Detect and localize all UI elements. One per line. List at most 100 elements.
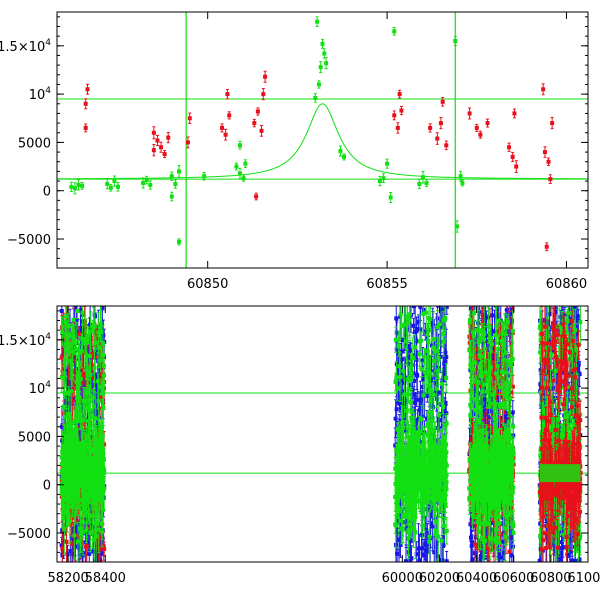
data-point xyxy=(72,182,77,195)
x-tick-label: 61000 xyxy=(567,571,600,586)
data-point xyxy=(259,124,264,137)
plot-frame xyxy=(56,11,589,269)
data-point xyxy=(173,179,178,189)
data-point xyxy=(342,153,347,161)
data-point xyxy=(318,61,323,73)
data-point xyxy=(548,174,553,184)
baseline-band xyxy=(61,464,105,483)
data-point xyxy=(263,70,268,83)
data-point xyxy=(381,173,386,184)
data-point xyxy=(320,38,325,49)
data-point xyxy=(169,191,174,202)
model-curve xyxy=(57,103,588,180)
data-point xyxy=(80,182,85,190)
data-point xyxy=(514,160,519,173)
data-point xyxy=(187,112,192,124)
data-point xyxy=(105,178,110,190)
data-point xyxy=(151,143,156,157)
data-point xyxy=(223,128,228,141)
data-point xyxy=(424,178,429,188)
data-point xyxy=(478,130,483,139)
y-tick-label: 104 xyxy=(29,380,52,397)
y-tick-label: 5000 xyxy=(18,430,51,445)
data-point xyxy=(467,107,472,120)
top-panel: 1.5×104 104 5000 0 −5000 60850 60855 60860 xyxy=(0,11,589,292)
data-point xyxy=(85,83,90,95)
data-point xyxy=(261,87,266,101)
data-point xyxy=(420,170,425,184)
data-point xyxy=(455,220,460,233)
data-point xyxy=(546,157,551,166)
x-tick-label: 60000 xyxy=(382,571,423,586)
data-point xyxy=(324,57,329,70)
data-point xyxy=(69,181,74,192)
data-point xyxy=(220,123,225,133)
data-point xyxy=(159,141,164,153)
data-point xyxy=(254,192,259,201)
x-axis: 60850 60855 60860 xyxy=(187,12,587,292)
y-tick-label: −5000 xyxy=(7,527,51,542)
data-point xyxy=(440,97,445,107)
data-point xyxy=(243,159,248,169)
data-point xyxy=(570,551,575,562)
x-tick-label: 60800 xyxy=(530,571,571,586)
data-point xyxy=(417,178,422,189)
data-point xyxy=(316,80,321,89)
x-tick-label: 58200 xyxy=(47,571,88,586)
y-tick-label: 104 xyxy=(29,86,52,103)
data-point xyxy=(237,140,242,150)
y-tick-label: 1.5×104 xyxy=(0,332,51,349)
y-tick-label: −5000 xyxy=(7,233,51,248)
data-point xyxy=(453,35,458,47)
data-point xyxy=(428,123,433,133)
data-point xyxy=(185,136,190,149)
data-point xyxy=(385,158,390,169)
data-point xyxy=(162,149,167,159)
data-point xyxy=(166,131,171,144)
data-point xyxy=(225,88,230,100)
data-point xyxy=(392,26,397,36)
data-point xyxy=(435,132,440,145)
data-point xyxy=(227,111,232,120)
x-tick-label: 60400 xyxy=(456,571,497,586)
data-point xyxy=(234,162,239,171)
data-point xyxy=(377,175,382,187)
x-tick-label: 60200 xyxy=(419,571,460,586)
data-point xyxy=(202,171,207,181)
data-point xyxy=(395,122,400,134)
data-point xyxy=(444,550,449,562)
data-point xyxy=(510,151,515,162)
data-point xyxy=(144,175,149,185)
data-point xyxy=(474,123,479,132)
data-point xyxy=(115,182,120,192)
plot-area xyxy=(57,306,588,562)
data-point xyxy=(438,116,443,130)
data-point xyxy=(176,238,181,246)
x-tick-label: 60600 xyxy=(493,571,534,586)
data-point xyxy=(444,517,449,545)
data-point xyxy=(512,108,517,119)
baseline-band xyxy=(469,464,514,483)
data-point xyxy=(444,140,449,151)
data-point xyxy=(322,48,327,59)
data-point xyxy=(313,93,318,103)
data-point xyxy=(241,174,246,182)
data-point xyxy=(460,179,465,187)
data-point xyxy=(392,110,397,121)
data-point xyxy=(542,146,547,158)
data-point xyxy=(507,142,512,152)
data-point xyxy=(83,123,88,133)
x-tick-label: 60850 xyxy=(187,277,228,292)
data-point xyxy=(399,105,404,116)
data-point xyxy=(112,175,117,187)
plot-area xyxy=(57,12,588,268)
y-tick-label: 0 xyxy=(43,185,51,200)
y-tick-label: 5000 xyxy=(18,136,51,151)
data-point xyxy=(169,171,174,181)
x-tick-label: 60860 xyxy=(546,277,587,292)
y-axis: 1.5×104 104 5000 0 −5000 xyxy=(0,16,588,259)
data-point xyxy=(76,179,81,191)
data-point xyxy=(237,167,242,179)
data-point xyxy=(155,134,160,147)
